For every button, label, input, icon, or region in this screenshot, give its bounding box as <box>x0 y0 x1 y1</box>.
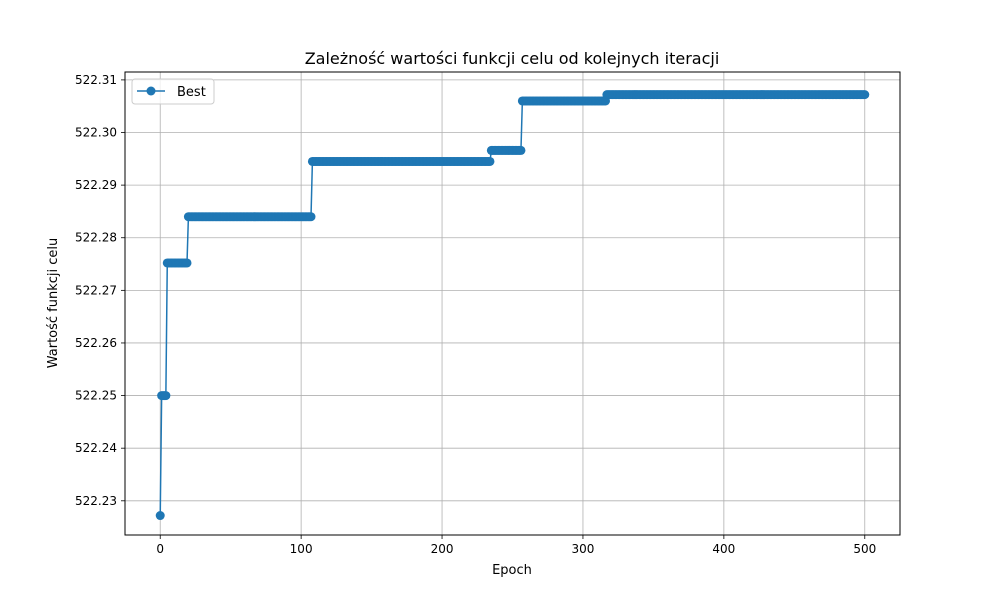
legend-box <box>131 78 215 105</box>
plot-frame <box>124 71 901 536</box>
series-best <box>155 90 870 521</box>
x-axis-label: Epoch <box>492 563 532 578</box>
y-tick-label: 522.31 <box>75 73 117 87</box>
y-tick-label: 522.30 <box>75 126 117 140</box>
legend: Best <box>131 78 215 105</box>
y-tick-label: 522.27 <box>75 283 117 297</box>
data-point <box>516 145 526 155</box>
y-tick-label: 522.25 <box>75 389 117 403</box>
data-point <box>161 391 171 401</box>
data-point <box>155 511 165 521</box>
axis-ticks: 0 100 200 300 400 500 522.23 522.24 522.25 522.26… <box>75 73 876 556</box>
x-tick-label: 300 <box>572 542 595 556</box>
x-tick-label: 0 <box>156 542 164 556</box>
y-tick-label: 522.23 <box>75 494 117 508</box>
x-tick-label: 100 <box>290 542 313 556</box>
x-tick-label: 200 <box>431 542 454 556</box>
y-tick-label: 522.29 <box>75 178 117 192</box>
y-tick-label: 522.26 <box>75 336 117 350</box>
x-tick-label: 500 <box>853 542 876 556</box>
y-tick-label: 522.28 <box>75 231 117 245</box>
data-point <box>485 156 495 166</box>
legend-label-best: Best <box>177 85 206 100</box>
legend-marker <box>146 86 156 96</box>
y-axis-label: Wartość funkcji celu <box>46 238 61 369</box>
data-point <box>182 258 192 268</box>
y-tick-label: 522.24 <box>75 441 117 455</box>
x-tick-label: 400 <box>712 542 735 556</box>
data-point <box>306 212 316 222</box>
data-point <box>860 90 870 100</box>
grid-lines <box>125 72 900 535</box>
chart-title: Zależność wartości funkcji celu od kolej… <box>305 49 720 68</box>
